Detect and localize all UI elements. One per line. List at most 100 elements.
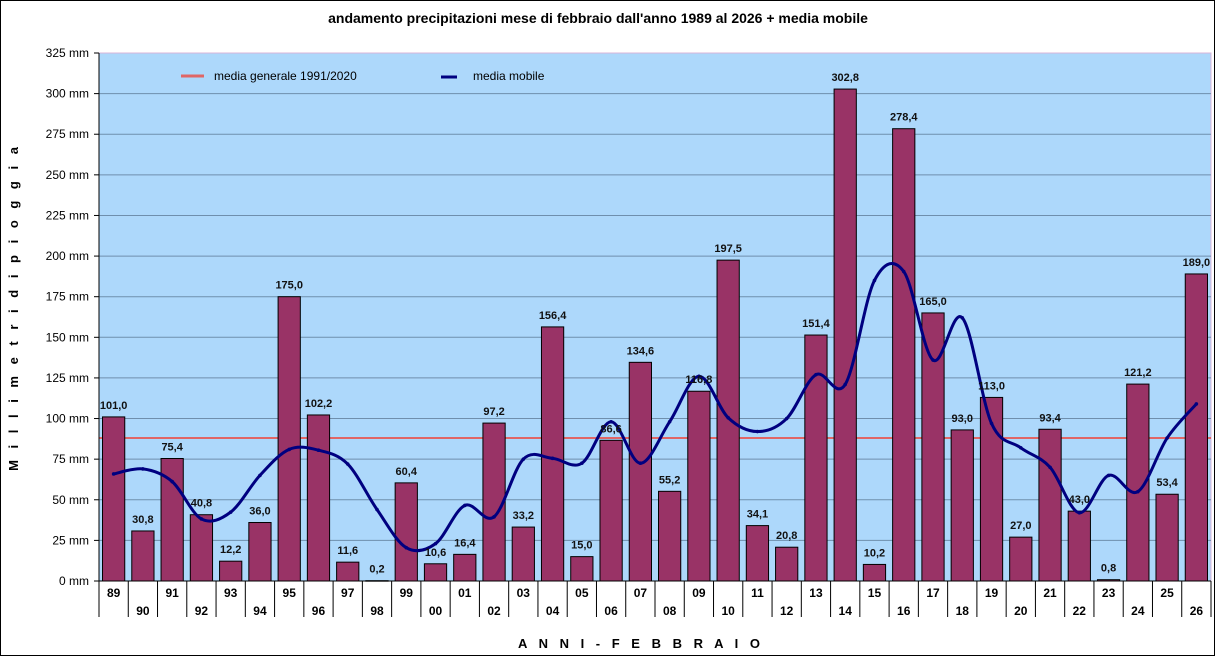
data-label: 86,6 (600, 423, 621, 435)
media-mobile-markers (111, 269, 1199, 550)
x-tick-label: 24 (1131, 604, 1145, 618)
y-tick-label: 175 mm (46, 290, 89, 304)
media-mobile-point (989, 421, 994, 426)
y-axis-label: M i l l i m e t r i d i p i o g g i a (6, 143, 21, 471)
data-label: 75,4 (161, 442, 183, 454)
legend-label-media-generale: media generale 1991/2020 (214, 69, 357, 83)
media-mobile-point (1165, 436, 1169, 440)
y-tick-label: 75 mm (52, 452, 89, 466)
x-tick-label: 17 (926, 586, 940, 600)
bar (189, 514, 214, 582)
media-mobile-point (667, 419, 672, 424)
data-label: 0,2 (369, 564, 384, 576)
x-tick-label: 13 (809, 586, 823, 600)
x-tick-label: 22 (1073, 604, 1087, 618)
data-label: 11,6 (337, 545, 358, 557)
y-tick-label: 250 mm (46, 168, 89, 182)
y-tick-label: 50 mm (52, 493, 89, 507)
data-label: 165,0 (919, 296, 947, 308)
x-tick-label: 09 (692, 586, 706, 600)
data-label: 10,2 (864, 547, 885, 559)
x-tick-label: 12 (780, 604, 794, 618)
data-label: 0,8 (1101, 563, 1116, 575)
bar (336, 561, 360, 582)
bar (599, 439, 623, 582)
media-mobile-point (111, 472, 116, 476)
media-mobile-point (1136, 489, 1140, 494)
bar (1067, 510, 1091, 582)
data-label: 30,8 (132, 514, 153, 526)
bar (570, 556, 594, 582)
bar (306, 414, 331, 582)
x-tick-label: 20 (1014, 604, 1028, 618)
y-tick-label: 225 mm (46, 208, 89, 222)
bar (862, 563, 887, 582)
media-mobile-point (199, 517, 204, 521)
media-mobile-point (843, 382, 848, 387)
x-tick-label: 04 (546, 604, 560, 618)
x-tick-label: 95 (283, 586, 297, 600)
y-tick-label: 0 mm (59, 574, 89, 588)
bar (1038, 428, 1062, 582)
data-label: 55,2 (659, 474, 680, 486)
media-mobile-point (580, 461, 584, 466)
bar (892, 128, 916, 582)
data-label: 93,0 (952, 413, 973, 425)
data-label: 15,0 (571, 540, 592, 552)
x-tick-label: 99 (400, 586, 414, 600)
y-axis: 0 mm 25 mm 50 mm 75 mm 100 mm 125 mm 150 mm 175… (46, 46, 100, 588)
bar (219, 560, 243, 582)
bar (131, 530, 155, 582)
data-label: 27,0 (1010, 520, 1031, 532)
media-mobile-point (1194, 402, 1199, 406)
x-tick-label: 18 (956, 604, 970, 618)
data-label: 12,2 (220, 544, 241, 556)
data-label: 43,0 (1069, 494, 1090, 506)
bar (423, 563, 448, 582)
media-mobile-point (784, 416, 789, 421)
x-tick-label: 26 (1190, 604, 1204, 618)
media-mobile-point (492, 515, 496, 519)
bar (628, 361, 652, 582)
media-mobile-point (872, 278, 877, 283)
x-tick-label: 05 (575, 586, 589, 600)
media-mobile-point (1048, 465, 1052, 470)
media-mobile-point (638, 461, 643, 466)
y-tick-label: 25 mm (52, 533, 89, 547)
x-tick-label: 98 (370, 604, 384, 618)
data-label: 197,5 (714, 243, 742, 255)
y-tick-label: 150 mm (46, 330, 89, 344)
media-mobile-point (462, 503, 467, 508)
media-mobile-point (316, 448, 321, 453)
bar (687, 390, 711, 582)
data-label: 33,2 (513, 510, 534, 522)
y-tick-label: 325 mm (46, 46, 89, 60)
media-mobile-point (141, 467, 145, 471)
data-label: 278,4 (890, 112, 918, 124)
media-mobile-point (228, 510, 233, 514)
media-mobile-point (1077, 510, 1082, 515)
bar (277, 296, 301, 582)
data-label: 60,4 (396, 466, 418, 478)
media-mobile-point (814, 372, 818, 377)
x-tick-label: 23 (1102, 586, 1116, 600)
media-mobile-point (609, 419, 613, 424)
media-mobile-point (404, 545, 409, 550)
bar (658, 490, 682, 582)
data-label: 121,2 (1124, 367, 1152, 379)
x-tick-label: 97 (341, 586, 355, 600)
data-label: 93,4 (1039, 412, 1061, 424)
x-axis-label: A N N I - F E B B R A I O (518, 636, 764, 651)
bar (248, 522, 272, 582)
x-axis: 89 90 91 92 93 94 95 96 97 98 99 00 01 02 03 04 05 06 07 08… (94, 580, 1212, 618)
data-label: 36,0 (249, 506, 270, 518)
x-tick-label: 11 (751, 586, 764, 600)
bar (950, 429, 974, 582)
y-tick-label: 100 mm (46, 412, 89, 426)
media-mobile-point (521, 457, 526, 461)
x-tick-label: 15 (868, 586, 882, 600)
legend-label-media-mobile: media mobile (473, 69, 545, 83)
bar (804, 334, 828, 582)
